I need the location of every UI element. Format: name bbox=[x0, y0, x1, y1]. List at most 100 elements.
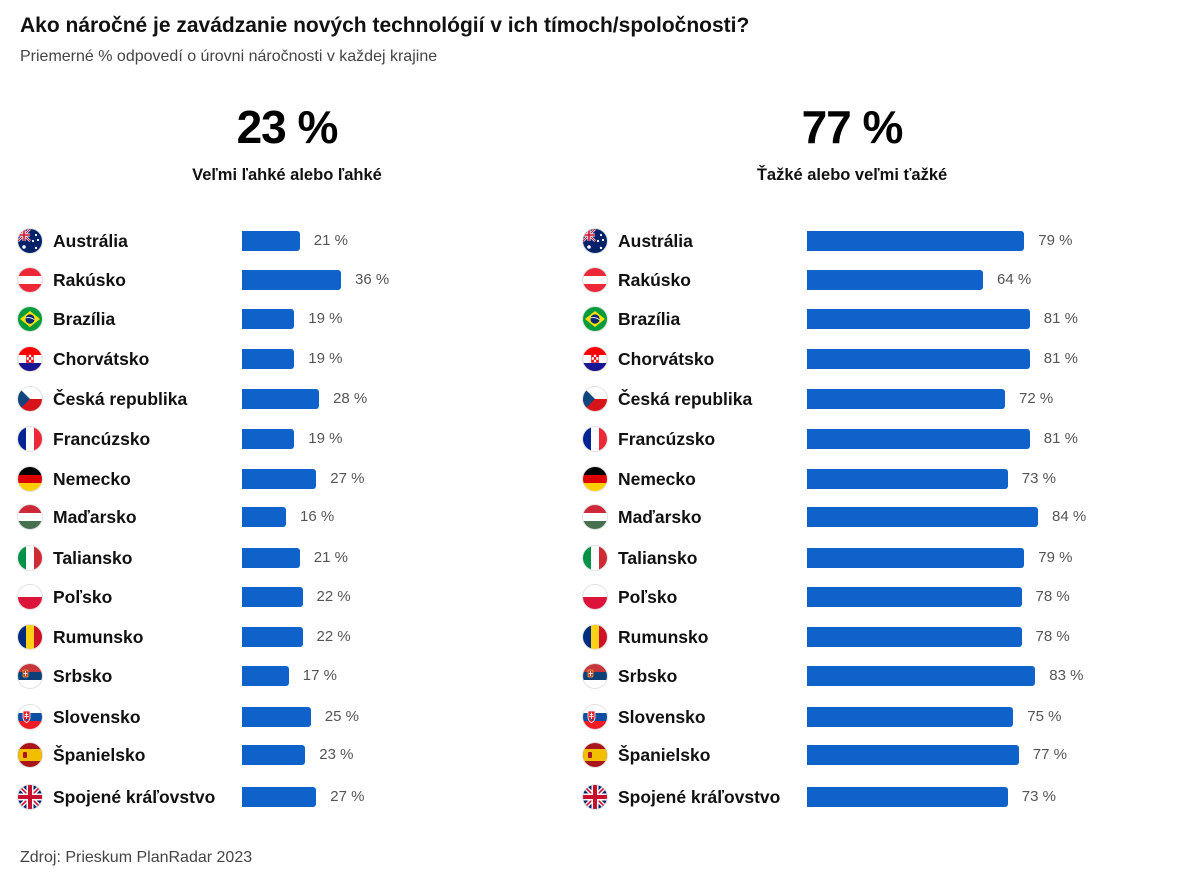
category-label: Poľsko bbox=[618, 587, 678, 607]
slovakia-flag-icon bbox=[583, 705, 607, 729]
romania-flag-icon bbox=[583, 625, 607, 649]
data-label: 78 % bbox=[1035, 588, 1070, 605]
bar bbox=[807, 787, 1008, 807]
data-label: 21 % bbox=[313, 549, 348, 566]
data-label: 81 % bbox=[1043, 310, 1078, 327]
bar bbox=[242, 231, 300, 251]
data-label: 27 % bbox=[330, 788, 365, 805]
bar bbox=[242, 587, 303, 607]
bar-row: Slovensko 25 % bbox=[18, 702, 578, 732]
data-label: 72 % bbox=[1019, 390, 1054, 407]
data-label: 81 % bbox=[1043, 350, 1078, 367]
bar-row: Chorvátsko 19 % bbox=[18, 344, 578, 374]
category-label: Rakúsko bbox=[53, 270, 126, 290]
data-label: 64 % bbox=[997, 271, 1032, 288]
bar-row: Rakúsko 64 % bbox=[583, 265, 1143, 295]
data-label: 73 % bbox=[1021, 788, 1056, 805]
bar bbox=[242, 507, 286, 527]
category-label: Spojené kráľovstvo bbox=[618, 787, 781, 807]
romania-flag-icon bbox=[18, 625, 42, 649]
bar-row: Austrália 21 % bbox=[18, 226, 578, 256]
germany-flag-icon bbox=[583, 467, 607, 491]
data-label: 25 % bbox=[324, 708, 359, 725]
bar-row: Chorvátsko 81 % bbox=[583, 344, 1143, 374]
category-label: Francúzsko bbox=[618, 429, 716, 449]
bar bbox=[242, 429, 295, 449]
bar bbox=[807, 429, 1030, 449]
bar bbox=[807, 627, 1022, 647]
bar bbox=[807, 349, 1030, 369]
data-label: 19 % bbox=[308, 430, 343, 447]
headline-value: 23 % bbox=[236, 101, 339, 153]
data-label: 19 % bbox=[308, 350, 343, 367]
poland-flag-icon bbox=[583, 585, 607, 609]
data-label: 17 % bbox=[302, 667, 337, 684]
bar-row: Španielsko 23 % bbox=[18, 740, 578, 770]
category-label: Španielsko bbox=[618, 745, 711, 765]
data-label: 79 % bbox=[1038, 549, 1073, 566]
czech-flag-icon bbox=[18, 387, 42, 411]
data-label: 81 % bbox=[1043, 430, 1078, 447]
category-label: Česká republika bbox=[53, 389, 188, 409]
bar bbox=[807, 231, 1025, 251]
slovakia-flag-icon bbox=[18, 705, 42, 729]
bar bbox=[242, 707, 311, 727]
category-label: Maďarsko bbox=[618, 507, 702, 527]
bar bbox=[807, 389, 1005, 409]
bar-row: Taliansko 21 % bbox=[18, 543, 578, 573]
bar-row: Maďarsko 84 % bbox=[583, 502, 1143, 532]
serbia-flag-icon bbox=[18, 664, 42, 688]
bar bbox=[242, 745, 306, 765]
bar bbox=[242, 389, 319, 409]
chart-subtitle: Priemerné % odpovedí o úrovni náročnosti… bbox=[20, 48, 438, 65]
data-label: 78 % bbox=[1035, 628, 1070, 645]
data-label: 22 % bbox=[316, 588, 351, 605]
category-label: Slovensko bbox=[618, 707, 706, 727]
data-label: 73 % bbox=[1021, 470, 1056, 487]
data-label: 36 % bbox=[355, 271, 390, 288]
germany-flag-icon bbox=[18, 467, 42, 491]
uk-flag-icon bbox=[583, 785, 607, 809]
italy-flag-icon bbox=[18, 546, 42, 570]
data-label: 28 % bbox=[333, 390, 368, 407]
category-label: Slovensko bbox=[53, 707, 141, 727]
category-label: Francúzsko bbox=[53, 429, 151, 449]
bar-row: Srbsko 17 % bbox=[18, 661, 578, 691]
bar bbox=[242, 469, 317, 489]
headline-label: Veľmi ľahké alebo ľahké bbox=[192, 166, 382, 184]
croatia-flag-icon bbox=[18, 347, 42, 371]
bar bbox=[807, 309, 1030, 329]
bar bbox=[807, 469, 1008, 489]
data-label: 83 % bbox=[1049, 667, 1084, 684]
data-label: 79 % bbox=[1038, 232, 1073, 249]
spain-flag-icon bbox=[18, 743, 42, 767]
category-label: Taliansko bbox=[618, 548, 698, 568]
australia-flag-icon bbox=[18, 229, 42, 253]
category-label: Austrália bbox=[618, 231, 693, 251]
category-label: Srbsko bbox=[618, 666, 678, 686]
bar-row: Austrália 79 % bbox=[583, 226, 1143, 256]
bar-row: Taliansko 79 % bbox=[583, 543, 1143, 573]
bar bbox=[807, 666, 1036, 686]
austria-flag-icon bbox=[18, 268, 42, 292]
category-label: Rumunsko bbox=[53, 627, 144, 647]
bar-row: Slovensko 75 % bbox=[583, 702, 1143, 732]
bar-row: Česká republika 72 % bbox=[583, 384, 1143, 414]
france-flag-icon bbox=[583, 427, 607, 451]
bar bbox=[242, 309, 295, 329]
hungary-flag-icon bbox=[583, 505, 607, 529]
data-label: 77 % bbox=[1032, 746, 1067, 763]
australia-flag-icon bbox=[583, 229, 607, 253]
brazil-flag-icon bbox=[583, 307, 607, 331]
bar bbox=[242, 548, 300, 568]
category-label: Nemecko bbox=[618, 469, 696, 489]
bar-row: Rumunsko 22 % bbox=[18, 622, 578, 652]
bar bbox=[242, 666, 289, 686]
bar-row: Srbsko 83 % bbox=[583, 661, 1143, 691]
bar bbox=[807, 707, 1014, 727]
data-label: 21 % bbox=[313, 232, 348, 249]
bar-row: Česká republika 28 % bbox=[18, 384, 578, 414]
bar bbox=[242, 787, 317, 807]
data-label: 27 % bbox=[330, 470, 365, 487]
italy-flag-icon bbox=[583, 546, 607, 570]
